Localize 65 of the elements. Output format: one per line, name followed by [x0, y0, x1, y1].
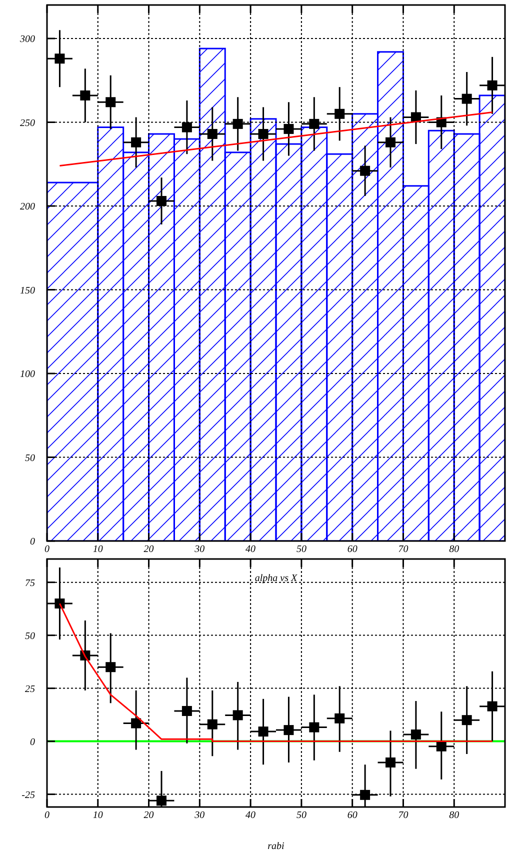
- y-tick-label: 100: [20, 369, 35, 380]
- x-tick-label: 80: [449, 544, 460, 555]
- point: [410, 730, 421, 740]
- text: alpha vs X: [254, 573, 298, 584]
- point: [182, 706, 192, 716]
- x-tick-label: 10: [92, 810, 103, 821]
- x-tick-label: 20: [144, 810, 154, 821]
- x-tick-label: 10: [92, 544, 103, 555]
- point: [386, 757, 396, 768]
- y-tick-label: 200: [20, 202, 35, 212]
- x-tick-label: 50: [296, 810, 306, 821]
- x-tick-label: 20: [144, 544, 154, 555]
- point: [232, 710, 243, 720]
- x-tick-label: 70: [398, 544, 408, 555]
- point: [309, 118, 320, 129]
- point: [106, 97, 116, 108]
- y-tick-label: 75: [25, 578, 35, 589]
- point: [182, 122, 192, 132]
- point: [487, 80, 498, 90]
- point: [207, 128, 218, 139]
- point: [131, 718, 142, 728]
- y-tick-label: 50: [25, 630, 35, 642]
- point: [258, 726, 268, 737]
- x-tick-label: 80: [449, 810, 460, 821]
- point: [207, 719, 218, 730]
- point: [334, 713, 345, 724]
- point: [284, 725, 294, 736]
- point: [436, 741, 446, 752]
- x-tick-label: 0: [44, 544, 50, 555]
- point: [131, 137, 142, 148]
- point: [54, 598, 65, 609]
- point: [80, 90, 90, 100]
- x-tick-label: 60: [347, 544, 358, 555]
- x-tick-label: 60: [347, 810, 358, 821]
- y-tick-label: 0: [30, 536, 35, 548]
- y-tick-label: 150: [20, 285, 35, 296]
- point: [106, 662, 116, 672]
- x-tick-label: 30: [194, 544, 205, 555]
- y-tick-label: 0: [30, 736, 35, 748]
- y-tick-label: 250: [20, 118, 35, 129]
- y-tick-label: 300: [19, 34, 35, 45]
- x-tick-label: 30: [194, 810, 205, 821]
- x-tick-label: 70: [398, 810, 408, 821]
- point: [360, 166, 370, 176]
- point: [309, 722, 320, 732]
- x-tick-label: 40: [246, 544, 256, 555]
- point: [258, 128, 268, 139]
- point: [462, 94, 472, 104]
- y-tick-label: 25: [25, 684, 35, 695]
- x-tick-label: 50: [296, 544, 306, 555]
- point: [386, 137, 396, 148]
- point: [156, 196, 166, 206]
- y-tick-label: 50: [25, 452, 35, 464]
- point: [462, 715, 472, 726]
- point: [156, 796, 166, 806]
- point: [334, 108, 345, 119]
- point: [360, 790, 370, 800]
- y-tick-label: -25: [22, 790, 35, 801]
- point: [232, 118, 243, 129]
- point: [487, 701, 498, 712]
- x-axis-title: rabi: [268, 841, 285, 852]
- point: [284, 124, 294, 134]
- point: [54, 54, 65, 64]
- x-tick-label: 40: [246, 810, 256, 821]
- x-tick-label: 0: [44, 810, 50, 821]
